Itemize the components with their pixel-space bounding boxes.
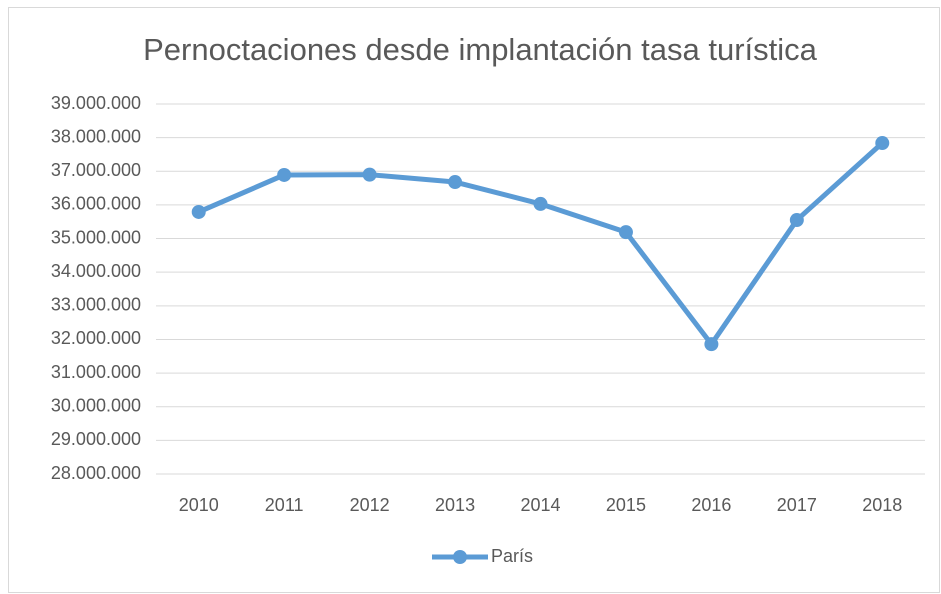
y-tick-label: 30.000.000 [51,395,141,415]
point-marker [618,225,633,240]
legend-marker [453,550,467,564]
y-tick-label: 35.000.000 [51,227,141,247]
point-marker [704,337,719,352]
x-tick-label: 2013 [435,495,475,515]
x-tick-label: 2012 [350,495,390,515]
point-marker [533,196,548,211]
point-marker [875,136,890,151]
y-tick-label: 33.000.000 [51,295,141,315]
x-tick-label: 2015 [606,495,646,515]
x-tick-label: 2014 [520,495,560,515]
y-tick-label: 36.000.000 [51,194,141,214]
y-tick-label: 32.000.000 [51,328,141,348]
x-tick-label: 2017 [777,495,817,515]
y-tick-label: 39.000.000 [51,93,141,113]
point-marker [277,167,292,182]
y-tick-label: 34.000.000 [51,261,141,281]
legend-label: París [491,546,533,566]
x-tick-label: 2011 [265,495,304,515]
chart-title: Pernoctaciones desde implantación tasa t… [143,32,818,67]
x-tick-label: 2016 [691,495,731,515]
y-tick-label: 38.000.000 [51,126,141,146]
point-marker [448,175,463,190]
y-tick-label: 37.000.000 [51,160,141,180]
x-tick-label: 2018 [862,495,902,515]
y-tick-label: 29.000.000 [51,429,141,449]
point-marker [789,213,804,228]
y-tick-label: 28.000.000 [51,463,141,483]
x-tick-label: 2010 [179,495,219,515]
point-marker [362,167,377,182]
y-tick-label: 31.000.000 [51,362,141,382]
point-marker [191,204,206,219]
chart-border [8,7,940,593]
